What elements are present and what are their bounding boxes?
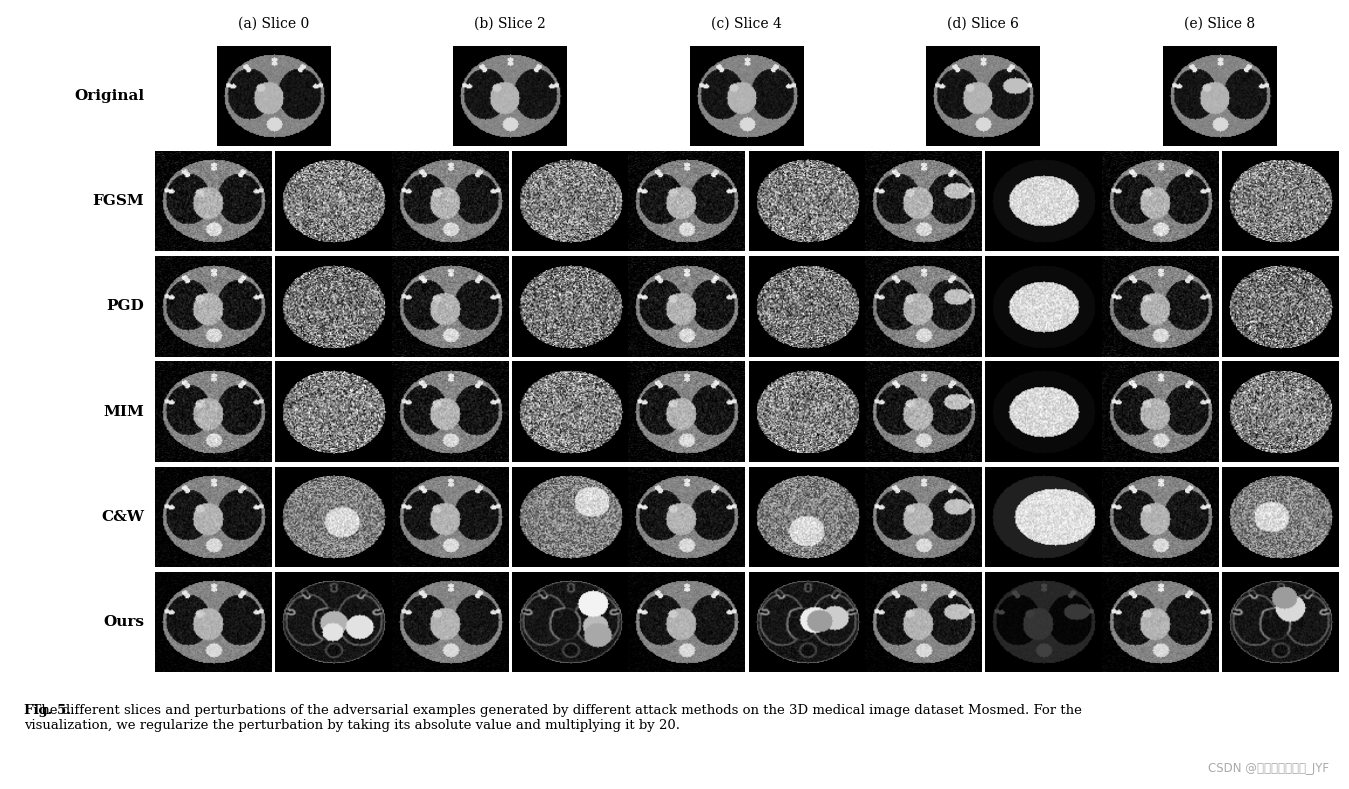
Text: Ours: Ours xyxy=(104,615,144,629)
Text: Fig. 5.: Fig. 5. xyxy=(24,704,71,716)
Text: Original: Original xyxy=(74,89,144,103)
Text: MIM: MIM xyxy=(104,405,144,419)
Text: PGD: PGD xyxy=(107,299,144,313)
Text: (e) Slice 8: (e) Slice 8 xyxy=(1184,17,1256,31)
Text: (b) Slice 2: (b) Slice 2 xyxy=(475,17,546,31)
Text: CSDN @今我来思雨霧霧_JYF: CSDN @今我来思雨霧霧_JYF xyxy=(1207,762,1329,775)
Text: (c) Slice 4: (c) Slice 4 xyxy=(711,17,782,31)
Text: (d) Slice 6: (d) Slice 6 xyxy=(947,17,1020,31)
Text: The different slices and perturbations of the adversarial examples generated by : The different slices and perturbations o… xyxy=(24,704,1082,731)
Text: (a) Slice 0: (a) Slice 0 xyxy=(237,17,309,31)
Text: C&W: C&W xyxy=(101,510,144,524)
Text: FGSM: FGSM xyxy=(93,194,144,208)
